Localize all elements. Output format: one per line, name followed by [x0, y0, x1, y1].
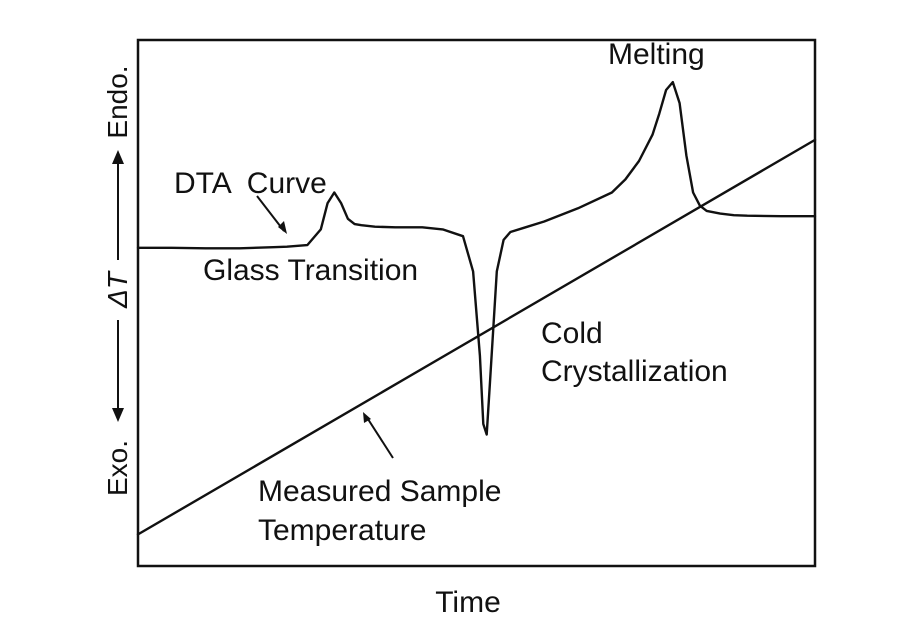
dta-curve-line	[136, 80, 817, 436]
sample-temperature-arrowhead	[363, 412, 371, 423]
y-axis-arrow-up-head	[112, 150, 124, 164]
y-axis-label-endo: Endo.	[102, 65, 133, 138]
annotation-arrowheads	[278, 221, 371, 423]
annotation-temperature: Temperature	[258, 514, 426, 547]
x-axis-label: Time	[435, 586, 501, 619]
annotation-arrows	[256, 195, 394, 459]
sample-temperature-line	[136, 138, 817, 536]
annotation-cold: Cold	[541, 317, 603, 350]
annotation-crystallization: Crystallization	[541, 355, 728, 388]
y-axis-label-group: Endo. ΔT Exo.	[102, 65, 133, 496]
annotation-dta-curve: DTA Curve	[174, 167, 327, 200]
y-axis-arrow-down-head	[112, 408, 124, 422]
sample-temperature-pointer	[365, 415, 394, 459]
dta-curve-arrowhead	[278, 221, 287, 234]
y-axis-label-delta-t: ΔT	[102, 270, 133, 309]
annotation-glass-transition: Glass Transition	[203, 254, 418, 287]
curves-layer	[136, 80, 817, 536]
dta-curve-pointer	[256, 195, 285, 232]
annotation-melting: Melting	[608, 38, 705, 71]
y-axis-label-exo: Exo.	[102, 440, 133, 496]
annotation-measured-sample: Measured Sample	[258, 475, 501, 508]
plot-frame	[136, 38, 817, 568]
